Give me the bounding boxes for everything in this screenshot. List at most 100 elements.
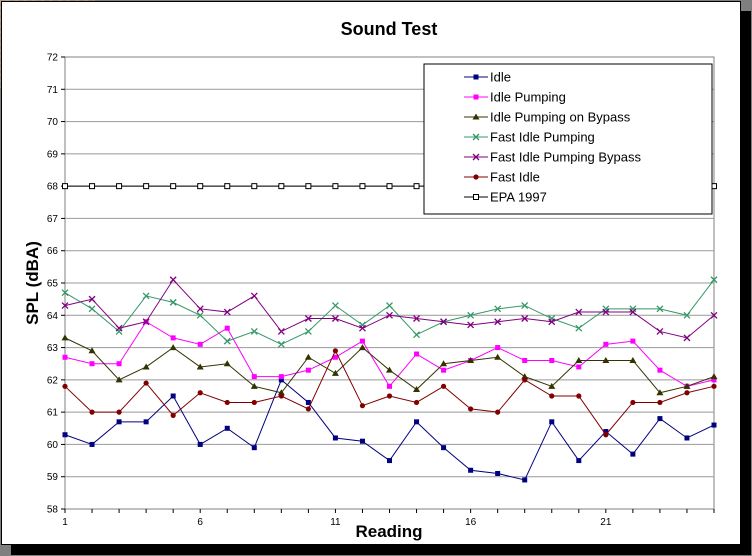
data-point bbox=[358, 324, 366, 332]
data-point bbox=[331, 302, 339, 310]
data-point bbox=[116, 361, 122, 367]
data-point bbox=[332, 183, 339, 190]
data-point bbox=[467, 321, 475, 329]
data-point bbox=[441, 367, 447, 373]
data-point bbox=[170, 412, 176, 418]
data-point bbox=[142, 318, 150, 326]
data-point bbox=[224, 183, 231, 190]
data-point bbox=[116, 419, 122, 425]
data-point bbox=[89, 361, 95, 367]
data-point bbox=[305, 399, 311, 405]
y-axis: 58 59 60 61 62 63 64 65 66 67 68 69 70 71 72 bbox=[47, 53, 65, 516]
data-point bbox=[473, 194, 479, 200]
y-tick-label: 58 bbox=[47, 505, 59, 516]
data-point bbox=[250, 292, 258, 300]
data-point bbox=[656, 327, 664, 335]
x-tick-label: 6 bbox=[197, 517, 203, 528]
gridlines bbox=[65, 88, 714, 478]
data-point bbox=[332, 348, 339, 354]
data-point bbox=[277, 327, 285, 335]
y-tick-label: 62 bbox=[47, 375, 59, 386]
data-point bbox=[630, 338, 636, 344]
data-point bbox=[413, 183, 420, 190]
legend-label: EPA 1997 bbox=[490, 190, 547, 205]
data-point bbox=[575, 308, 583, 316]
data-point bbox=[683, 382, 691, 389]
data-point bbox=[495, 345, 501, 351]
data-point bbox=[522, 357, 528, 363]
data-point bbox=[251, 374, 257, 380]
data-point bbox=[602, 356, 610, 363]
data-point bbox=[304, 353, 312, 360]
legend-label: Idle Pumping bbox=[490, 90, 566, 105]
data-point bbox=[386, 311, 393, 319]
data-point bbox=[89, 409, 95, 415]
data-point bbox=[387, 458, 392, 464]
data-point bbox=[603, 432, 609, 438]
data-point bbox=[278, 377, 284, 383]
data-point bbox=[522, 377, 528, 383]
data-point bbox=[170, 183, 177, 190]
data-point bbox=[441, 445, 447, 451]
data-point bbox=[684, 390, 690, 396]
y-tick-label: 59 bbox=[47, 472, 59, 483]
legend-label: Fast Idle Pumping bbox=[490, 130, 595, 145]
series-idle bbox=[62, 377, 717, 483]
data-point bbox=[576, 393, 582, 399]
data-point bbox=[657, 416, 663, 422]
data-point bbox=[224, 399, 230, 406]
data-point bbox=[331, 369, 339, 376]
data-point bbox=[142, 292, 150, 300]
data-point bbox=[575, 324, 583, 332]
data-point bbox=[197, 341, 203, 347]
data-point bbox=[116, 183, 123, 190]
data-point bbox=[142, 363, 150, 370]
data-point bbox=[630, 451, 636, 457]
data-point bbox=[494, 353, 502, 360]
data-point bbox=[250, 327, 258, 335]
data-point bbox=[304, 327, 312, 335]
data-point bbox=[169, 344, 177, 351]
data-point bbox=[603, 341, 609, 347]
data-point bbox=[548, 318, 556, 326]
data-point bbox=[386, 366, 393, 373]
data-point bbox=[656, 389, 664, 396]
y-axis-title: SPL (dBA) bbox=[23, 241, 42, 325]
data-point bbox=[62, 354, 68, 360]
data-point bbox=[440, 360, 448, 367]
data-point bbox=[224, 325, 230, 331]
data-point bbox=[710, 373, 718, 380]
data-point bbox=[684, 435, 690, 441]
data-point bbox=[170, 335, 176, 341]
data-point bbox=[88, 295, 96, 303]
data-point bbox=[251, 399, 257, 406]
data-point bbox=[473, 174, 479, 180]
x-tick-label: 11 bbox=[330, 517, 341, 528]
data-point bbox=[278, 374, 284, 380]
data-point bbox=[468, 467, 474, 473]
data-point bbox=[88, 347, 96, 354]
data-point bbox=[143, 380, 149, 386]
data-point bbox=[440, 383, 447, 389]
data-point bbox=[657, 367, 663, 373]
data-point bbox=[521, 315, 529, 322]
data-point bbox=[521, 373, 529, 380]
data-point bbox=[88, 305, 96, 313]
legend-entry: Idle bbox=[464, 70, 511, 85]
data-point bbox=[683, 334, 691, 342]
x-axis: 1 6 11 16 21 bbox=[62, 509, 715, 528]
data-point bbox=[473, 74, 479, 80]
data-point bbox=[576, 458, 582, 464]
series-idle-pumping-on-bypass bbox=[61, 334, 718, 396]
data-point bbox=[549, 419, 555, 425]
data-point bbox=[576, 364, 582, 370]
x-tick-label: 1 bbox=[62, 517, 68, 528]
data-point bbox=[62, 183, 68, 190]
data-point bbox=[473, 94, 479, 100]
data-point bbox=[522, 477, 528, 483]
data-point bbox=[710, 311, 718, 319]
data-point bbox=[472, 113, 480, 120]
y-tick-label: 68 bbox=[47, 182, 59, 193]
data-point bbox=[413, 386, 421, 393]
